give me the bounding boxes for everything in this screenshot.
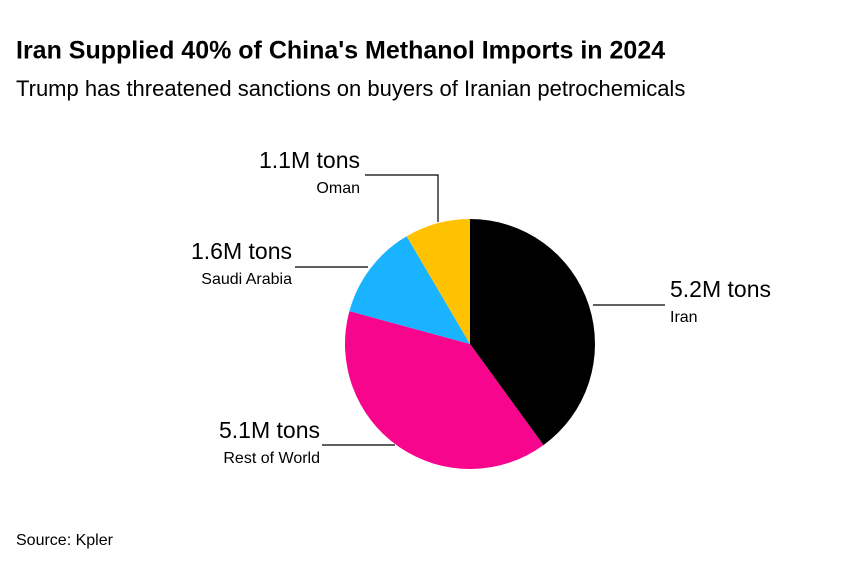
- chart-title: Iran Supplied 40% of China's Methanol Im…: [16, 37, 665, 65]
- category-label: Iran: [670, 309, 698, 326]
- category-label: Rest of World: [223, 450, 320, 467]
- leader-line: [365, 174, 439, 222]
- pie-slice: [345, 311, 544, 470]
- category-label: Oman: [316, 180, 360, 197]
- value-label: 1.1M tons: [259, 147, 360, 173]
- value-label: 5.1M tons: [219, 417, 320, 443]
- pie-slice: [349, 236, 470, 344]
- value-label: 1.6M tons: [191, 238, 292, 264]
- source: Source: Kpler: [16, 532, 114, 549]
- chart-subtitle: Trump has threatened sanctions on buyers…: [16, 76, 685, 101]
- category-label: Saudi Arabia: [201, 271, 292, 288]
- pie-slice: [406, 219, 470, 344]
- pie-slice: [470, 219, 596, 446]
- value-label: 5.2M tons: [670, 276, 771, 302]
